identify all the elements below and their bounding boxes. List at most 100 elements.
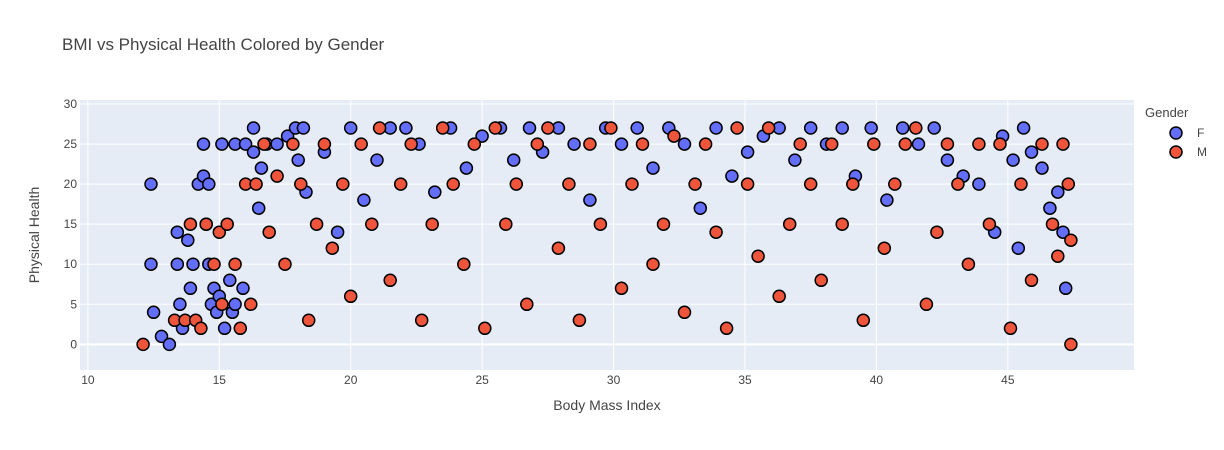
data-point-m <box>719 321 734 336</box>
legend-item-m[interactable]: M <box>1169 145 1207 159</box>
data-point-m <box>383 273 397 288</box>
data-point-f <box>911 137 926 151</box>
data-point-f <box>677 137 692 151</box>
data-point-m <box>270 169 284 183</box>
x-tick-label: 40 <box>870 373 884 387</box>
data-point-m <box>951 177 965 191</box>
y-tick-label: 10 <box>64 257 78 271</box>
data-point-f <box>1051 185 1065 199</box>
data-point-f <box>506 153 521 167</box>
data-point-m <box>898 137 913 151</box>
data-point-m <box>325 241 340 255</box>
legend-label-m: M <box>1197 145 1207 159</box>
data-point-f <box>1016 121 1031 135</box>
data-point-f <box>217 321 232 336</box>
data-point-m <box>961 257 976 271</box>
data-point-m <box>509 177 524 191</box>
legend-label-f: F <box>1197 126 1204 140</box>
data-point-m <box>309 217 324 231</box>
data-point-m <box>1064 233 1078 247</box>
data-point-m <box>656 217 671 231</box>
data-point-m <box>1024 273 1039 288</box>
legend-marker-m <box>1169 145 1183 159</box>
data-point-f <box>864 121 878 135</box>
data-point-f <box>927 121 941 135</box>
data-point-m <box>583 137 597 151</box>
data-point-f <box>228 297 242 312</box>
data-point-f <box>170 257 185 271</box>
data-point-f <box>725 169 739 183</box>
data-point-m <box>414 313 429 328</box>
data-point-f <box>788 153 802 167</box>
x-tick-label: 35 <box>738 373 752 387</box>
data-point-m <box>183 217 198 231</box>
data-point-f <box>270 137 284 151</box>
data-point-m <box>467 137 482 151</box>
data-point-m <box>1051 249 1065 263</box>
data-point-m <box>457 257 471 271</box>
y-tick-label: 30 <box>64 97 78 111</box>
data-point-m <box>249 177 263 191</box>
data-point-f <box>459 161 474 175</box>
data-point-f <box>170 225 185 239</box>
data-point-f <box>1011 241 1026 255</box>
data-point-f <box>522 121 537 135</box>
data-point-m <box>215 297 229 312</box>
data-point-m <box>993 137 1007 151</box>
data-point-m <box>257 137 271 151</box>
data-point-m <box>262 225 276 239</box>
data-point-f <box>880 193 894 207</box>
x-tick-label: 45 <box>1001 373 1015 387</box>
data-point-m <box>233 321 248 336</box>
y-axis-title: Physical Health <box>26 187 42 284</box>
x-tick-label: 30 <box>607 373 621 387</box>
y-tick-label: 5 <box>70 297 77 311</box>
data-point-m <box>541 121 555 135</box>
legend[interactable]: Gender F M <box>1145 105 1207 159</box>
data-point-f <box>246 121 261 135</box>
legend-item-f[interactable]: F <box>1169 126 1204 140</box>
data-point-m <box>867 137 881 151</box>
data-point-f <box>567 137 581 151</box>
data-point-f <box>254 161 269 175</box>
data-point-m <box>625 177 639 191</box>
data-point-m <box>593 217 608 231</box>
data-point-m <box>698 137 713 151</box>
data-point-f <box>330 225 345 239</box>
data-point-m <box>782 217 797 231</box>
data-point-m <box>365 217 379 231</box>
data-point-m <box>294 177 308 191</box>
data-point-f <box>1006 153 1020 167</box>
data-point-m <box>793 137 807 151</box>
data-point-m <box>982 217 997 231</box>
data-point-f <box>162 337 177 352</box>
data-point-m <box>919 297 934 312</box>
x-axis-title: Body Mass Index <box>553 397 660 413</box>
data-point-m <box>372 121 387 135</box>
data-point-m <box>343 289 358 304</box>
data-point-m <box>730 121 744 135</box>
data-point-f <box>146 305 161 320</box>
y-tick-label: 15 <box>64 217 78 231</box>
data-point-f <box>646 161 660 175</box>
plot-background <box>80 100 1134 370</box>
data-point-m <box>562 177 576 191</box>
data-point-f <box>835 121 849 135</box>
data-point-m <box>688 177 702 191</box>
data-point-m <box>336 177 350 191</box>
data-point-f <box>186 257 200 271</box>
data-point-f <box>343 121 358 135</box>
data-point-f <box>246 145 261 159</box>
data-point-m <box>1061 177 1076 191</box>
data-point-m <box>136 337 150 352</box>
data-point-m <box>207 257 221 271</box>
data-point-f <box>1056 225 1070 239</box>
data-point-m <box>930 225 944 239</box>
data-point-m <box>488 121 503 135</box>
data-point-m <box>740 177 755 191</box>
data-point-f <box>223 273 237 288</box>
data-point-m <box>1056 137 1070 151</box>
data-point-m <box>667 129 681 143</box>
data-point-f <box>940 153 955 167</box>
